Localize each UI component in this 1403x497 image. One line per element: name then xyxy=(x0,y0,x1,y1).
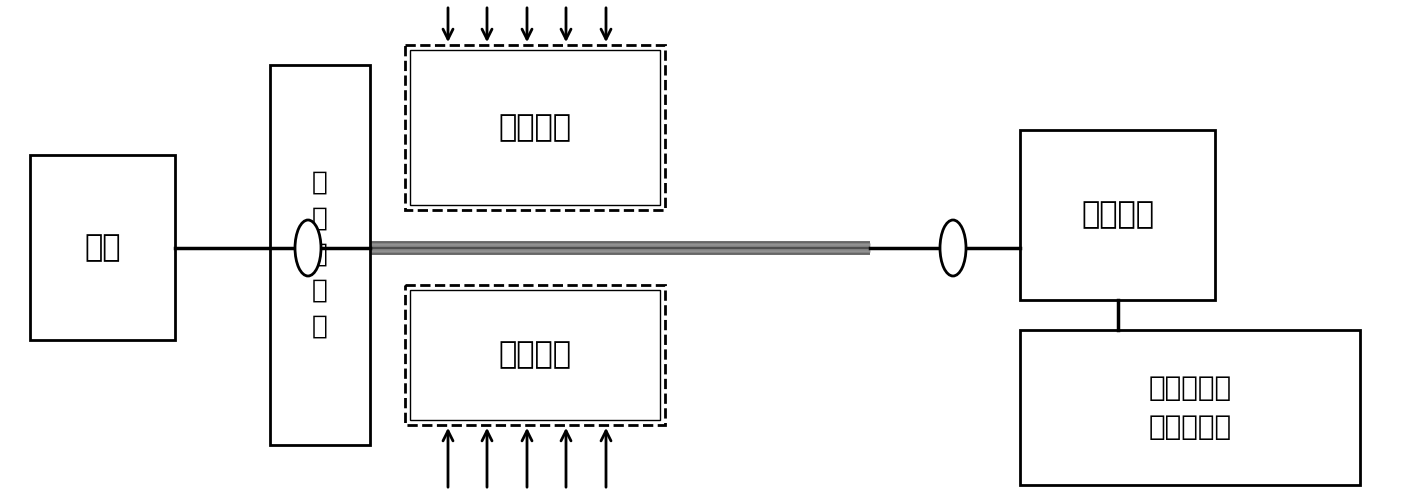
Bar xyxy=(269,65,370,445)
Bar xyxy=(1020,130,1215,300)
Bar xyxy=(410,50,659,205)
Text: 数据采集、
处理、显示: 数据采集、 处理、显示 xyxy=(1149,374,1232,441)
Ellipse shape xyxy=(940,220,967,276)
Bar xyxy=(1020,330,1360,485)
Ellipse shape xyxy=(295,220,321,276)
Text: 光源: 光源 xyxy=(84,233,121,262)
Text: 光检测器: 光检测器 xyxy=(1080,200,1155,230)
Bar xyxy=(405,285,665,425)
Bar xyxy=(405,45,665,210)
Text: 偏
振
控
制
器: 偏 振 控 制 器 xyxy=(311,170,328,340)
Bar xyxy=(410,290,659,420)
Text: 受力单元: 受力单元 xyxy=(498,113,571,142)
Text: 受力单元: 受力单元 xyxy=(498,340,571,369)
Bar xyxy=(29,155,175,340)
